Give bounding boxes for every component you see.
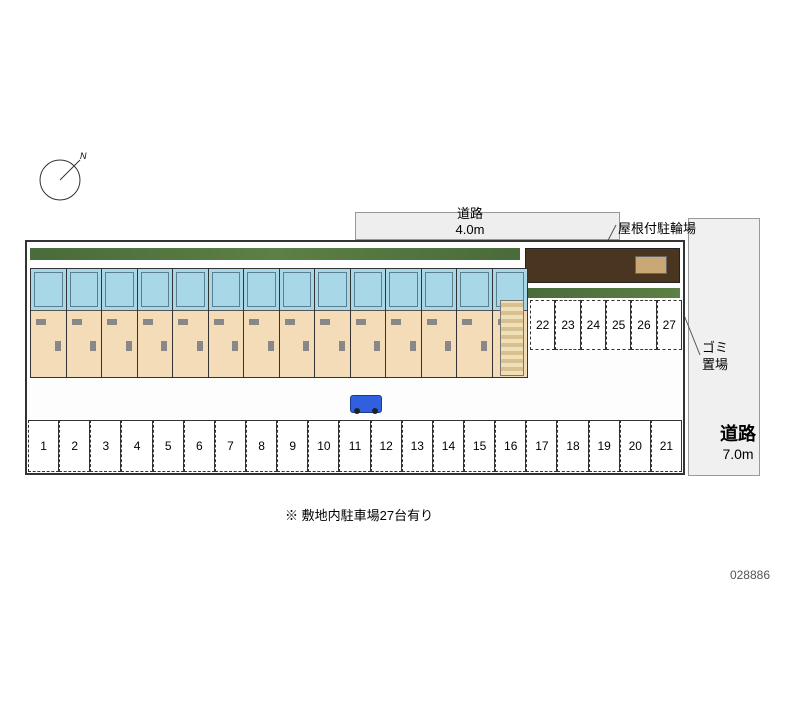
road-width: 7.0m (720, 446, 756, 462)
parking-spot: 11 (339, 420, 370, 472)
apartment-unit (457, 269, 493, 377)
parking-spot: 4 (121, 420, 152, 472)
apartment-unit (138, 269, 174, 377)
road-label: 道路 (457, 203, 483, 222)
parking-spot: 21 (651, 420, 682, 472)
apartment-unit (209, 269, 245, 377)
apartment-unit (386, 269, 422, 377)
unit-living-area (386, 311, 421, 377)
unit-wet-area (67, 269, 102, 311)
parking-spot: 22 (530, 300, 555, 350)
parking-spot: 2 (59, 420, 90, 472)
road-width: 4.0m (456, 222, 485, 237)
apartment-unit (422, 269, 458, 377)
parking-spot: 14 (433, 420, 464, 472)
road-right-label: 道路 7.0m (720, 420, 756, 462)
parking-spot: 12 (371, 420, 402, 472)
unit-living-area (138, 311, 173, 377)
unit-living-area (173, 311, 208, 377)
parking-row-upper: 222324252627 (530, 300, 682, 350)
unit-living-area (244, 311, 279, 377)
parking-spot: 15 (464, 420, 495, 472)
hedge-east (528, 288, 680, 298)
unit-living-area (422, 311, 457, 377)
parking-spot: 13 (402, 420, 433, 472)
apartment-unit (351, 269, 387, 377)
unit-wet-area (457, 269, 492, 311)
parking-spot: 26 (631, 300, 656, 350)
apartment-building (30, 268, 528, 378)
parking-spot: 23 (555, 300, 580, 350)
apartment-unit (102, 269, 138, 377)
apartment-unit (244, 269, 280, 377)
unit-living-area (280, 311, 315, 377)
unit-living-area (209, 311, 244, 377)
unit-living-area (67, 311, 102, 377)
compass: N (30, 150, 90, 210)
unit-wet-area (31, 269, 66, 311)
parking-row-lower: 212019181716151413121110987654321 (28, 420, 682, 472)
parking-spot: 8 (246, 420, 277, 472)
unit-living-area (457, 311, 492, 377)
parking-note: ※ 敷地内駐車場27台有り (285, 505, 433, 524)
entrance-tile-area (500, 300, 524, 376)
apartment-unit (31, 269, 67, 377)
parking-spot: 27 (657, 300, 682, 350)
unit-living-area (31, 311, 66, 377)
unit-living-area (315, 311, 350, 377)
parking-spot: 18 (557, 420, 588, 472)
unit-living-area (351, 311, 386, 377)
parking-spot: 10 (308, 420, 339, 472)
unit-wet-area (209, 269, 244, 311)
parking-spot: 20 (620, 420, 651, 472)
unit-wet-area (102, 269, 137, 311)
apartment-unit (280, 269, 316, 377)
apartment-unit (315, 269, 351, 377)
parking-spot: 17 (526, 420, 557, 472)
svg-text:N: N (80, 151, 87, 161)
trash-area-label: ゴミ 置場 (700, 340, 730, 374)
unit-wet-area (315, 269, 350, 311)
unit-wet-area (351, 269, 386, 311)
unit-wet-area (244, 269, 279, 311)
unit-wet-area (422, 269, 457, 311)
unit-wet-area (280, 269, 315, 311)
road-label: 道路 (720, 420, 756, 446)
unit-living-area (102, 311, 137, 377)
parking-spot: 25 (606, 300, 631, 350)
parking-spot: 19 (589, 420, 620, 472)
bike-shed-hatch (635, 256, 667, 274)
parking-spot: 6 (184, 420, 215, 472)
car-icon (350, 395, 382, 413)
parking-spot: 5 (153, 420, 184, 472)
apartment-unit (173, 269, 209, 377)
unit-wet-area (173, 269, 208, 311)
road-top-label: 道路 4.0m (410, 200, 530, 240)
parking-spot: 1 (28, 420, 59, 472)
parking-spot: 3 (90, 420, 121, 472)
unit-wet-area (138, 269, 173, 311)
parking-spot: 16 (495, 420, 526, 472)
unit-wet-area (386, 269, 421, 311)
apartment-unit (67, 269, 103, 377)
serial-number: 028886 (730, 568, 770, 582)
hedge-north (30, 248, 520, 260)
parking-spot: 9 (277, 420, 308, 472)
parking-spot: 24 (581, 300, 606, 350)
bike-shed-label: 屋根付駐輪場 (618, 218, 696, 237)
parking-spot: 7 (215, 420, 246, 472)
